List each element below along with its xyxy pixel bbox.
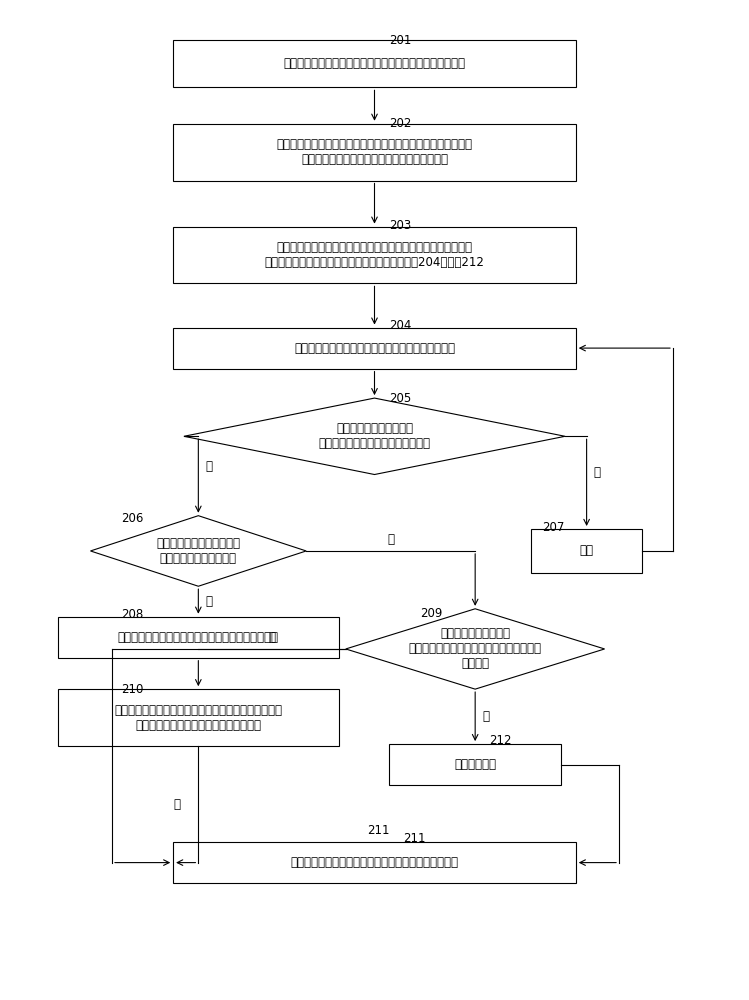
FancyBboxPatch shape [173,227,576,283]
Text: 204: 204 [389,319,411,332]
Text: 根据该物流订单的处于
变更后的订单状态的时长，判断该物流订单
是否超时: 根据该物流订单的处于 变更后的订单状态的时长，判断该物流订单 是否超时 [409,627,542,670]
Text: 针对过滤后得到的数据变更消息中包含的每一物流订单的标识所
表示的物流订单，在设定时长后，执行以下述步骤204至步骤212: 针对过滤后得到的数据变更消息中包含的每一物流订单的标识所 表示的物流订单，在设定… [264,241,485,269]
Polygon shape [184,398,565,475]
Text: 205: 205 [389,392,411,405]
Polygon shape [346,609,604,689]
FancyBboxPatch shape [173,40,576,87]
Text: 208: 208 [121,608,144,621]
FancyBboxPatch shape [58,689,339,746]
FancyBboxPatch shape [531,529,643,573]
FancyBboxPatch shape [173,842,576,883]
Text: 否: 否 [482,710,489,723]
Text: 是: 是 [205,460,213,473]
FancyBboxPatch shape [173,328,576,369]
Text: 212: 212 [490,734,512,747]
FancyBboxPatch shape [173,124,576,181]
Text: 206: 206 [121,512,144,524]
Text: 是: 是 [173,798,181,811]
Text: 将物流订单数据库中该物流订单的订单状态更改为关闭: 将物流订单数据库中该物流订单的订单状态更改为关闭 [291,856,458,869]
Text: 查询该物流订单在物流订单数据库中的当前订单状态: 查询该物流订单在物流订单数据库中的当前订单状态 [294,342,455,355]
Text: 确定该物流订单关联的外部业务订单的当前订单状态: 确定该物流订单关联的外部业务订单的当前订单状态 [118,631,279,644]
Text: 207: 207 [542,521,565,534]
FancyBboxPatch shape [389,744,562,785]
FancyBboxPatch shape [58,617,339,658]
Text: 判断该物流订单的变更后
的订单状态与当前订单状态是否一致: 判断该物流订单的变更后 的订单状态与当前订单状态是否一致 [318,422,431,450]
Text: 否: 否 [387,533,394,546]
Polygon shape [91,516,306,586]
Text: 209: 209 [420,607,443,620]
Text: 根据确定的外部业务订单的当前订单状态，对物流订单
数据库中该物流订单的订单状态进行更改: 根据确定的外部业务订单的当前订单状态，对物流订单 数据库中该物流订单的订单状态进… [115,704,282,732]
Text: 等待设定时长: 等待设定时长 [454,758,496,771]
Text: 201: 201 [389,34,411,47]
Text: 是: 是 [205,595,213,608]
Text: 监听物流订单数据库在数据发生变更时广播的数据变更消息: 监听物流订单数据库在数据发生变更时广播的数据变更消息 [284,57,465,70]
Text: 否: 否 [594,466,601,479]
Text: 是: 是 [269,631,276,644]
Text: 对监听到的数据变更消息进行过滤，得到包含变更后的订单状态
不为完结状态中的任一状态信息的数据变更消息: 对监听到的数据变更消息进行过滤，得到包含变更后的订单状态 不为完结状态中的任一状… [276,138,473,166]
Text: 结束: 结束 [580,544,594,557]
Text: 210: 210 [121,683,144,696]
Text: 211: 211 [403,832,425,845]
Text: 203: 203 [389,219,411,232]
Text: 211: 211 [367,824,389,837]
Text: 202: 202 [389,117,411,130]
Text: 判断该物流订单的订单类型
是否为关联外部业务订单: 判断该物流订单的订单类型 是否为关联外部业务订单 [157,537,240,565]
